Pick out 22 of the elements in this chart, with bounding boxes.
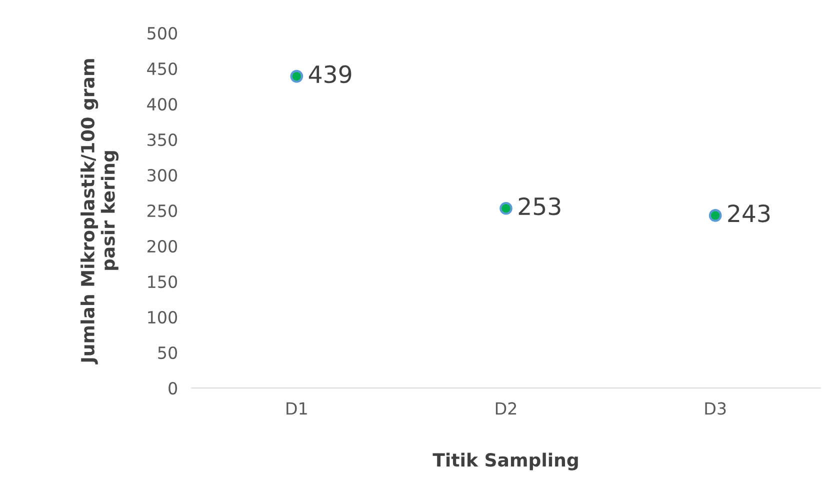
y-tick-label: 300 — [148, 168, 178, 182]
point — [708, 209, 722, 222]
data-label: 243 — [728, 204, 770, 222]
y-tick-label: 250 — [148, 204, 178, 218]
y-tick-label: 100 — [148, 310, 178, 324]
y-tick-label: 350 — [148, 133, 178, 146]
y-tick-label: 450 — [147, 62, 178, 76]
y-tick-label: 400 — [147, 98, 178, 111]
x-axis-title: Titik Sampling — [432, 452, 578, 470]
x-tick-label: D3 — [705, 402, 726, 415]
y-tick-label: 0 — [168, 382, 178, 395]
x-tick-label: D2 — [496, 402, 516, 415]
data-label: 439 — [308, 65, 352, 84]
point — [290, 70, 304, 83]
y-tick-label: 200 — [148, 240, 178, 253]
y-tick-label: 50 — [158, 346, 178, 360]
y-tick-label: 150 — [148, 275, 178, 288]
y-tick-label: 500 — [148, 26, 178, 40]
point — [500, 202, 512, 215]
y-axis-title: Jumlah Mikroplastik/100 gram pasir kering — [80, 59, 119, 364]
x-tick-label: D1 — [286, 402, 307, 415]
data-label: 253 — [518, 197, 560, 216]
